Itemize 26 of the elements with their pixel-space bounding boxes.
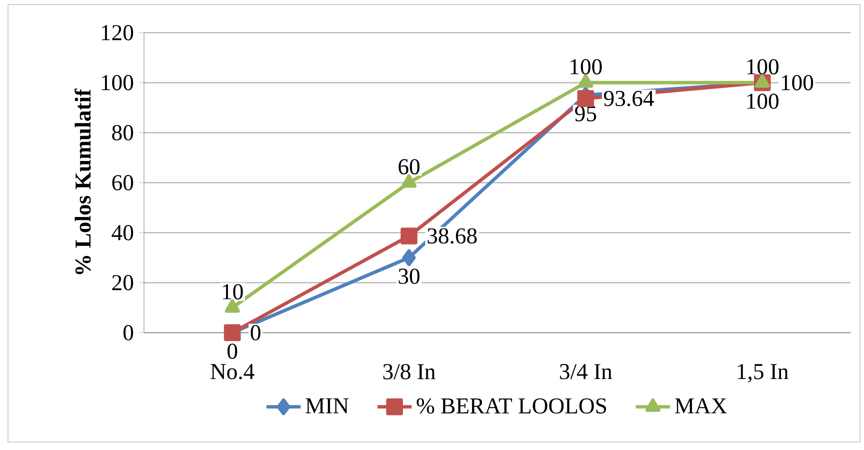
data-label: 93.64	[604, 90, 654, 106]
y-tick-label: 80	[112, 125, 134, 140]
y-tick-label: 60	[112, 175, 134, 190]
data-label: 100	[747, 94, 778, 109]
data-label: 60	[398, 159, 420, 174]
y-tick-label: 40	[112, 225, 134, 240]
data-label: 100	[782, 75, 814, 90]
legend-label: MAX	[675, 398, 727, 414]
y-tick-label: 100	[102, 75, 134, 90]
data-label: 38.68	[428, 228, 477, 244]
x-tick-label: No.4	[210, 364, 254, 380]
x-tick-label: 3/8 In	[383, 364, 436, 380]
legend-label: MIN	[306, 398, 349, 414]
x-tick-label: 3/4 In	[560, 364, 612, 380]
data-label: 30	[398, 268, 420, 284]
y-tick-label: 0	[123, 325, 134, 340]
data-label: 0	[228, 344, 238, 359]
y-tick-label: 120	[102, 25, 134, 40]
data-label: 100	[570, 59, 602, 74]
data-label: 0	[250, 325, 260, 340]
y-axis-title: % Lolos Kumulatif	[74, 88, 91, 274]
data-label: 10	[222, 284, 243, 300]
x-tick-label: 1,5 In	[738, 364, 788, 382]
y-tick-label: 20	[112, 275, 134, 290]
data-label: 100	[747, 59, 778, 74]
legend-label: % BERAT LOOLOS	[416, 398, 606, 414]
